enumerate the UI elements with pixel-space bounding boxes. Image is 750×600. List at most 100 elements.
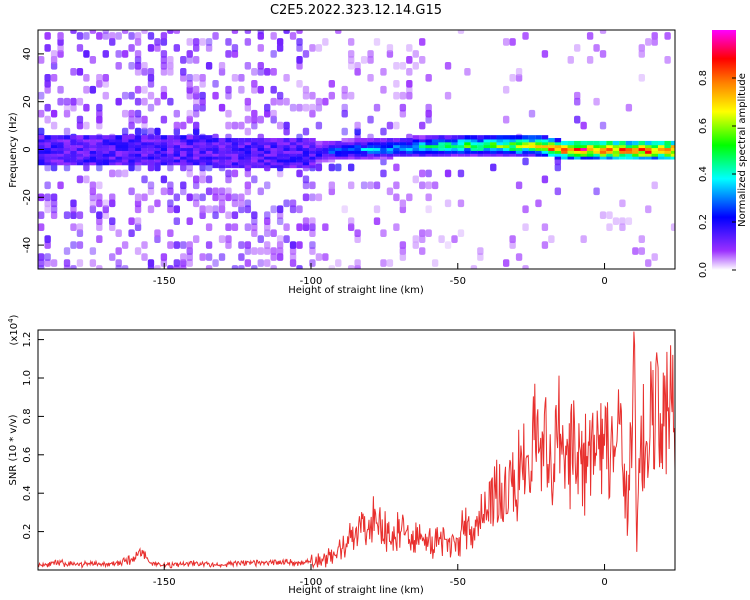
spectrogram-cell [354, 235, 361, 243]
spectrogram-cell [322, 140, 329, 146]
spectrogram-cell [586, 149, 594, 154]
spectrogram-cell [50, 160, 58, 166]
spectrogram-cell [63, 163, 71, 172]
spectrogram-cell [257, 149, 265, 154]
spectrogram-cell [574, 143, 581, 149]
spectrogram-cell [651, 253, 658, 261]
spectrogram-cell [38, 143, 45, 149]
spectrogram-cell [283, 155, 290, 160]
colorbar-gradient [712, 30, 736, 270]
spectrogram-cell [147, 44, 155, 52]
spectrogram-cell [367, 50, 374, 58]
spectrogram-cell [399, 149, 407, 154]
spectrogram-cell [173, 140, 181, 146]
spectrogram-cell [283, 160, 290, 166]
spectrogram-cell [251, 68, 258, 76]
spectrogram-cell [657, 152, 665, 157]
spectrogram-cell [276, 217, 284, 226]
spectrogram-cell [554, 187, 562, 196]
spectrogram-cell [38, 56, 45, 64]
spectrogram-cell [160, 152, 168, 157]
spectrogram-cell [128, 187, 135, 196]
spectrogram-cell [225, 143, 232, 149]
spectrogram-cell [670, 155, 675, 160]
bottom-x-tick-label: -100 [300, 577, 323, 588]
spectrogram-cell [231, 169, 239, 178]
spectrogram-cell [96, 32, 103, 40]
spectrogram-cell [180, 121, 187, 130]
spectrogram-cell [128, 146, 135, 151]
spectrogram-cell [593, 140, 600, 146]
spectrogram-cell [619, 155, 626, 160]
spectrogram-cell [257, 62, 264, 70]
spectrogram-cell [109, 152, 116, 157]
spectrogram-cell [625, 140, 633, 146]
spectrogram-cell [393, 143, 400, 149]
spectrogram-cell [134, 155, 142, 160]
spectrogram-cell [380, 138, 387, 143]
spectrogram-cell [354, 146, 361, 151]
spectrogram-cell [134, 109, 142, 118]
spectrogram-cell [115, 247, 122, 255]
spectrogram-cell [44, 253, 51, 261]
spectrogram-cell [212, 32, 219, 40]
spectrogram-cell [322, 158, 329, 163]
spectrogram-cell [296, 146, 303, 151]
spectrogram-cell [347, 56, 355, 64]
spectrogram-cell [57, 152, 64, 157]
spectrogram-cell [586, 146, 594, 151]
spectrogram-cell [289, 146, 297, 151]
spectrogram-cell [502, 259, 510, 267]
spectrogram-cell [509, 235, 516, 243]
spectrogram-cell [121, 135, 129, 140]
spectrogram-cell [302, 223, 310, 231]
spectrogram-cell [522, 223, 529, 231]
spectrogram-cell [147, 205, 155, 214]
spectrogram-cell [419, 146, 426, 151]
spectrogram-cell [238, 155, 245, 160]
spectrogram-cell [264, 211, 271, 220]
spectrogram-cell [276, 158, 284, 163]
spectrogram-cell [606, 140, 613, 146]
spectrogram-cell [225, 50, 232, 58]
spectrogram-cell [373, 38, 381, 46]
spectrogram-cell [515, 140, 523, 146]
spectrogram-cell [354, 138, 361, 143]
spectrogram-cell [121, 265, 129, 269]
spectrogram-cell [296, 44, 303, 52]
spectrogram-cell [315, 97, 323, 106]
spectrogram-cell [102, 152, 110, 157]
spectrogram-cell [322, 146, 329, 151]
spectrogram-cell [347, 38, 355, 46]
spectrogram-cell [412, 135, 420, 140]
spectrogram-cell [490, 140, 497, 146]
spectrogram-cell [502, 38, 510, 46]
spectrogram-cell [283, 127, 290, 136]
spectrogram-cell [238, 241, 245, 249]
bottom-x-tick-label: 0 [601, 577, 607, 588]
spectrogram-cell [212, 163, 219, 169]
spectrogram-cell [645, 152, 652, 157]
spectrogram-cell [302, 158, 310, 163]
spectrogram-cell [134, 115, 142, 124]
spectrogram-cell [451, 152, 458, 157]
spectrogram-cell [302, 152, 310, 157]
spectrogram-cell [419, 229, 426, 237]
spectrogram-cell [270, 109, 277, 118]
spectrogram-cell [238, 253, 245, 261]
spectrogram-cell [160, 253, 168, 261]
spectrogram-cell [373, 143, 381, 149]
spectrogram-cell [251, 85, 258, 94]
spectrogram-cell [128, 152, 135, 157]
spectrogram-cell [63, 155, 71, 160]
spectrogram-cell [134, 38, 142, 46]
spectrogram-cell [393, 149, 400, 154]
spectrogram-cell [89, 30, 97, 34]
snr-frame [37, 329, 676, 571]
spectrogram-cell [470, 265, 478, 269]
spectrogram-cell [509, 138, 516, 143]
spectrogram-cell [599, 121, 607, 130]
spectrogram-cell [251, 152, 258, 157]
spectrogram-cell [257, 30, 264, 34]
